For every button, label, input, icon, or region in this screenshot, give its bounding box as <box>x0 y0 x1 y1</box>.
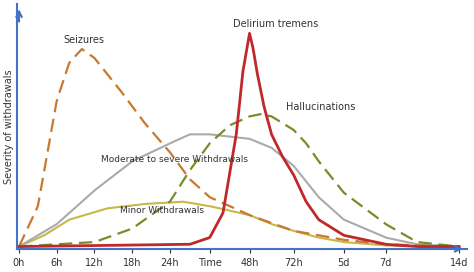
Y-axis label: Severity of withdrawals: Severity of withdrawals <box>4 69 14 184</box>
Text: Minor Withdrawals: Minor Withdrawals <box>119 206 204 215</box>
Text: Delirium tremens: Delirium tremens <box>233 19 318 29</box>
Text: Moderate to severe Withdrawals: Moderate to severe Withdrawals <box>101 154 248 163</box>
Text: Seizures: Seizures <box>63 35 104 45</box>
Text: Hallucinations: Hallucinations <box>286 102 356 112</box>
